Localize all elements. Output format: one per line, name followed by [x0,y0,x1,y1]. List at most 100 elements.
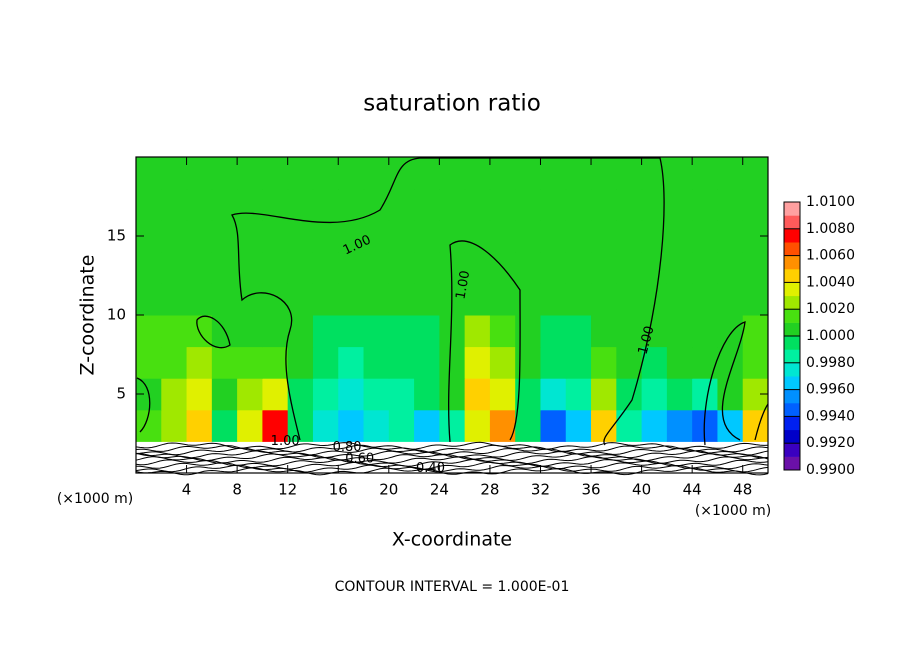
heatmap-cell [489,220,516,253]
heatmap-cell [565,378,592,411]
heatmap-cell [186,409,213,442]
x-tick-label: 32 [531,481,550,499]
terrain-contour [135,467,769,476]
x-unit: (×1000 m) [57,491,133,507]
heatmap-cell [287,346,314,379]
heatmap-cell [565,157,592,190]
colorbar-band [784,443,800,457]
heatmap-cell [186,346,213,379]
colorbar-band [784,429,800,444]
heatmap-cell [591,251,617,284]
heatmap-cell [616,409,643,442]
heatmap-cell [565,346,592,379]
heatmap-cell [692,346,718,379]
heatmap-cell [136,157,162,190]
heatmap-cell [186,251,213,284]
contour-label: 1.00 [271,434,300,449]
heatmap-cell [262,283,289,316]
heatmap-cell [692,283,718,316]
heatmap-cell [237,251,263,284]
heatmap-cell [515,188,541,221]
heatmap-cell [464,251,491,284]
x-tick-label: 48 [733,481,752,499]
heatmap-cell [186,220,213,253]
heatmap-cell [414,378,440,411]
heatmap-cell [312,315,339,348]
heatmap-cell [237,220,263,253]
colorbar-band [784,376,800,390]
heatmap-cell [565,220,592,253]
heatmap-cell [717,220,744,253]
heatmap-cell [464,346,491,379]
heatmap-cell [338,283,365,316]
heatmap-cell [717,315,744,348]
chart-title: saturation ratio [363,91,541,117]
heatmap-cell [338,157,365,190]
heatmap-cell [262,378,289,411]
terrain-contour [135,456,768,465]
contour-line [231,157,665,446]
heatmap-cell [363,315,390,348]
heatmap-cell [363,220,390,253]
colorbar-band [784,202,800,216]
heatmap-cell [237,409,263,442]
heatmap-cell [666,409,693,442]
heatmap-cell [312,220,339,253]
heatmap-cell [414,409,440,442]
contour-line [754,403,769,441]
heatmap-cell [388,220,415,253]
colorbar-label: 0.9980 [806,355,855,371]
heatmap-cell [287,188,314,221]
heatmap-cell [287,251,314,284]
heatmap-cell [161,188,188,221]
y-tick-label: 10 [107,306,126,324]
heatmap-cell [287,409,314,442]
heatmap-cell [287,220,314,253]
heatmap-cell [414,220,440,253]
contour-label: 1.00 [636,324,658,356]
heatmap-cell [692,157,718,190]
heatmap-cell [211,409,238,442]
heatmap-cell [666,220,693,253]
colorbar-band [784,309,800,323]
heatmap-cell [489,378,516,411]
heatmap-cell [186,378,213,411]
heatmap-cell [237,188,263,221]
heatmap-cell [338,315,365,348]
x-tick-label: 4 [182,481,192,499]
heatmap-cell [616,378,643,411]
heatmap-cell [414,157,440,190]
heatmap-cell [565,251,592,284]
heatmap-cell [338,346,365,379]
y-axis-label: Z-coordinate [77,255,99,376]
colorbar-band [784,349,800,364]
heatmap-cell [338,409,365,442]
heatmap-cell [388,315,415,348]
heatmap-cell [742,251,769,284]
heatmap-cell [540,188,567,221]
heatmap-cell [591,346,617,379]
heatmap-cell [237,315,263,348]
heatmap-cell [388,188,415,221]
heatmap-cell [388,346,415,379]
colorbar-band [784,362,800,377]
heatmap-cell [161,409,188,442]
heatmap-cell [262,409,289,442]
heatmap-cell [439,378,466,411]
heatmap-cell [312,283,339,316]
colorbar-band [784,269,800,283]
heatmap-cell [136,283,162,316]
contour-label: 0.80 [333,440,362,455]
heatmap-cell [338,251,365,284]
heatmap-cell [312,346,339,379]
heatmap-cell [363,283,390,316]
heatmap-cell [565,409,592,442]
heatmap-cell [237,378,263,411]
heatmap-cell [211,283,238,316]
heatmap-cell [692,220,718,253]
heatmap-cell [338,188,365,221]
colorbar-band [784,282,800,297]
heatmap-cell [464,378,491,411]
colorbar-band [784,228,800,243]
heatmap-cell [186,157,213,190]
